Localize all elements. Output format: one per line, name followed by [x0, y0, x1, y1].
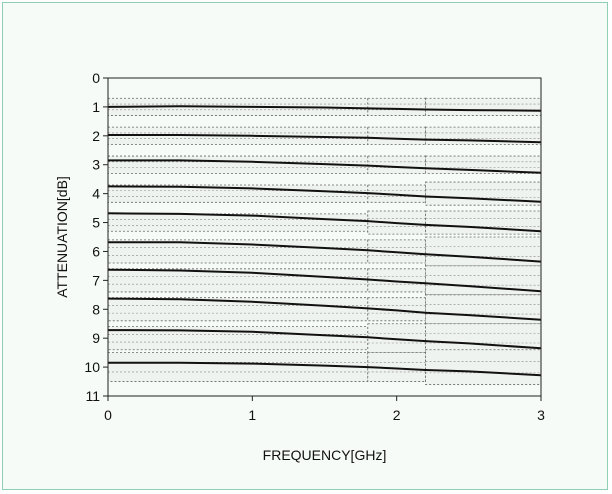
y-tick-label: 9: [92, 330, 100, 346]
tolerance-band: [107, 297, 369, 322]
x-tick-label: 1: [248, 407, 256, 423]
y-tick-label: 0: [92, 70, 100, 86]
tolerance-band: [425, 349, 542, 385]
tolerance-band: [425, 210, 542, 235]
y-tick-label: 1: [92, 99, 100, 115]
x-tick-label: 0: [104, 407, 112, 423]
x-axis: 0 1 2 3: [104, 396, 545, 423]
y-tick-label: 2: [92, 128, 100, 144]
series-line-1: [107, 105, 542, 112]
x-tick-label: 3: [537, 407, 545, 423]
plot-area-border: [107, 77, 542, 397]
y-tick-label: 4: [92, 186, 100, 202]
tolerance-band: [425, 236, 542, 267]
tolerance-band: [367, 97, 426, 116]
series-line-5: [107, 212, 542, 233]
series-line-9: [107, 329, 542, 350]
tolerance-bands: [107, 97, 542, 385]
x-axis-title: FREQUENCY[GHz]: [263, 447, 387, 463]
series-line-7: [107, 268, 542, 293]
series-lines: [107, 105, 542, 377]
series-line-6: [108, 241, 542, 263]
y-axis-title: ATTENUATION[dB]: [54, 176, 70, 298]
tolerance-band: [107, 213, 369, 232]
y-tick-label: 8: [92, 301, 100, 317]
series-line-8: [107, 297, 542, 321]
y-axis: 0 1 2 3 4 5 6 7 8 9 10 11: [84, 70, 108, 404]
y-tick-label: 6: [92, 243, 100, 259]
tolerance-band: [107, 352, 369, 382]
y-tick-label: 3: [92, 157, 100, 173]
tolerance-band: [367, 268, 426, 293]
tolerance-band: [425, 323, 542, 354]
y-tick-label: 10: [84, 359, 100, 375]
tolerance-band: [367, 155, 426, 174]
y-tick-label: 7: [92, 272, 100, 288]
tolerance-band: [107, 326, 369, 351]
series-line-3: [108, 159, 542, 174]
y-tick-label: 5: [92, 215, 100, 231]
x-tick-label: 2: [393, 407, 401, 423]
tolerance-band: [367, 126, 426, 145]
series-line-10: [108, 361, 542, 377]
series-line-4: [107, 185, 542, 203]
y-tick-label: 11: [85, 388, 100, 404]
series-line-2: [108, 134, 542, 144]
tolerance-band: [425, 97, 542, 116]
tolerance-band: [107, 268, 369, 293]
